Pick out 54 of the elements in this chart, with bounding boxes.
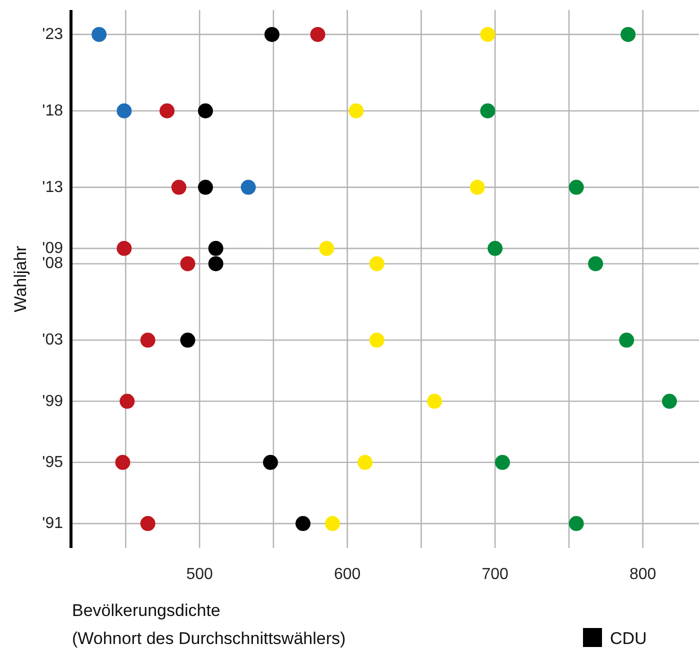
point — [120, 394, 135, 409]
point — [180, 256, 196, 272]
point — [116, 240, 132, 256]
point — [116, 103, 132, 118]
point — [568, 516, 584, 532]
point — [488, 240, 503, 256]
point — [427, 394, 442, 409]
y-tick-label: '03 — [42, 332, 64, 349]
y-tick-label: '91 — [42, 515, 64, 532]
y-tick-label: '23 — [42, 26, 64, 43]
point — [310, 26, 326, 42]
point — [325, 516, 340, 532]
x-tick-label: 800 — [630, 566, 656, 583]
y-tick-label: '95 — [42, 454, 64, 471]
point — [295, 516, 310, 532]
y-tick-label: '99 — [42, 392, 64, 410]
point — [264, 26, 280, 42]
point — [494, 454, 510, 470]
point — [140, 516, 156, 532]
point — [198, 180, 213, 195]
point — [92, 26, 107, 42]
point — [358, 454, 373, 470]
point — [480, 103, 496, 118]
point — [140, 332, 156, 348]
point — [369, 332, 384, 348]
point — [208, 256, 224, 272]
point — [470, 180, 485, 195]
point — [171, 180, 186, 195]
point — [208, 240, 224, 256]
point — [619, 332, 634, 348]
point — [240, 180, 256, 195]
y-tick-label: '08 — [42, 255, 64, 272]
point — [568, 180, 584, 195]
point — [662, 394, 677, 409]
point — [319, 240, 334, 256]
x-tick-label: 500 — [186, 566, 213, 583]
legend-label: CDU — [610, 629, 647, 648]
point — [262, 454, 278, 470]
point — [115, 454, 130, 470]
y-tick-label: '13 — [42, 178, 64, 196]
x-tick-label: 600 — [334, 566, 361, 583]
y-axis-title: Wahljahr — [11, 245, 30, 312]
x-tick-label: 700 — [482, 566, 509, 583]
point — [160, 103, 175, 118]
point — [480, 26, 496, 42]
y-tick-label: '18 — [42, 102, 64, 120]
point — [620, 26, 636, 42]
point — [198, 103, 213, 118]
y-tick-label: '09 — [42, 240, 64, 257]
x-axis-title: Bevölkerungsdichte (Wohnort des Durchschnittswählers) — [72, 601, 346, 648]
point — [348, 103, 364, 118]
point — [180, 332, 196, 348]
point — [588, 256, 604, 272]
point — [369, 256, 384, 272]
